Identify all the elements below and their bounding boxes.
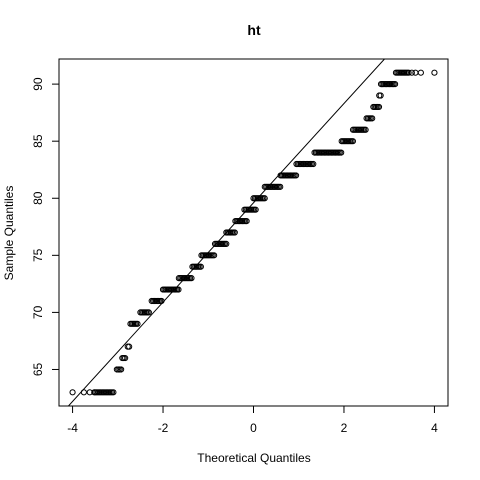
y-tick-label: 65 — [31, 362, 45, 376]
data-point — [261, 195, 268, 202]
y-tick-label: 70 — [31, 305, 45, 319]
data-point — [158, 297, 165, 305]
y-axis: 65 70 75 80 85 90 — [31, 77, 59, 376]
data-point — [126, 343, 133, 350]
y-tick-label: 85 — [31, 134, 45, 148]
data-point — [197, 263, 204, 270]
y-tick-label: 90 — [31, 77, 45, 91]
data-point — [292, 172, 300, 179]
data-point — [277, 183, 284, 190]
data-point — [110, 389, 117, 396]
data-point — [134, 320, 141, 327]
data-point — [122, 354, 129, 362]
x-tick-label: -4 — [67, 421, 78, 435]
x-tick-label: 0 — [250, 421, 257, 435]
qq-reference-line — [67, 59, 386, 406]
data-point — [69, 389, 76, 396]
data-point — [243, 217, 250, 225]
data-point — [80, 389, 87, 396]
data-point — [188, 275, 195, 282]
data-point — [310, 160, 317, 168]
data-point — [91, 389, 98, 396]
data-point — [118, 366, 125, 373]
data-point — [231, 229, 238, 236]
data-point — [86, 389, 93, 396]
data-point — [175, 286, 182, 293]
y-tick-label: 80 — [31, 191, 45, 205]
data-point — [412, 69, 419, 76]
x-axis: -4 -2 0 2 4 — [67, 406, 438, 435]
data-point — [408, 69, 415, 76]
data-point — [223, 240, 230, 248]
data-point — [252, 206, 259, 213]
data-point — [145, 309, 152, 316]
reference-line-group — [67, 59, 386, 406]
y-tick-label: 75 — [31, 248, 45, 262]
data-point — [391, 81, 399, 88]
data-point — [338, 149, 345, 156]
data-point — [417, 69, 424, 76]
x-tick-label: 2 — [341, 421, 348, 435]
chart-title: ht — [247, 22, 261, 38]
data-point — [405, 69, 412, 76]
x-tick-label: -2 — [158, 421, 169, 435]
data-point — [377, 92, 384, 99]
data-point — [369, 115, 376, 122]
points-group — [69, 69, 438, 396]
plot-frame — [58, 58, 449, 407]
x-axis-label: Theoretical Quantiles — [197, 451, 310, 465]
data-point — [362, 126, 369, 133]
data-point — [349, 138, 356, 145]
y-axis-label: Sample Quantiles — [2, 186, 16, 281]
x-tick-label: 4 — [431, 421, 438, 435]
data-point — [210, 252, 218, 259]
data-point — [375, 103, 383, 111]
data-point — [431, 69, 438, 76]
